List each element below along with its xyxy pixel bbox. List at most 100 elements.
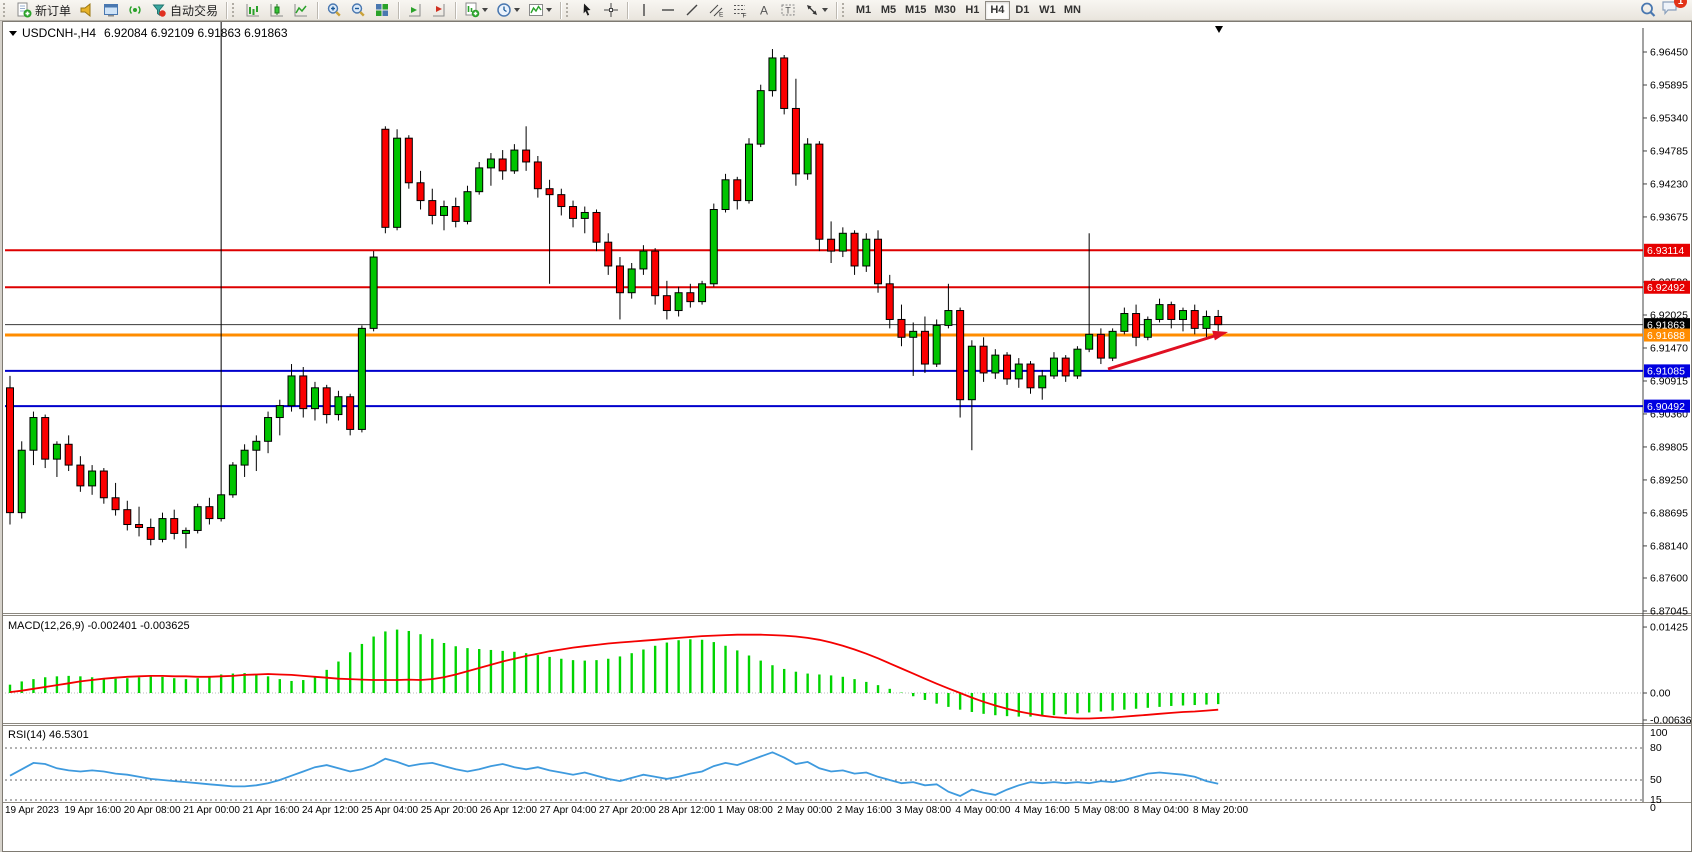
- toolbar-grip[interactable]: [842, 3, 848, 17]
- chart-shift-icon: [409, 4, 421, 17]
- crosshair-icon: [604, 3, 619, 17]
- timeframe-D1[interactable]: D1: [1010, 1, 1035, 20]
- terminal-window-button[interactable]: [99, 1, 123, 20]
- timeframe-M30[interactable]: M30: [930, 1, 959, 20]
- symbol-dropdown-icon[interactable]: [9, 30, 17, 36]
- vertical-line-tool-button[interactable]: [632, 1, 656, 20]
- horizontal-line-icon: [662, 9, 675, 11]
- new-order-button[interactable]: 新订单: [12, 1, 75, 20]
- text-label-tool-button[interactable]: T: [776, 1, 800, 20]
- price-badge-label: 6.91688: [1647, 330, 1685, 342]
- candle-up: [1038, 375, 1047, 389]
- market-watch-button[interactable]: [75, 1, 99, 20]
- price-badge-label: 6.90492: [1647, 401, 1685, 413]
- svg-text:A: A: [760, 4, 768, 18]
- profiles-button[interactable]: [492, 1, 524, 20]
- trend-arrow-head[interactable]: [1212, 330, 1228, 341]
- terminal-window-icon: [104, 4, 119, 17]
- candle-up: [275, 405, 284, 419]
- macd-signal-line: [9, 633, 1219, 720]
- chevron-down-icon[interactable]: [546, 8, 553, 12]
- candle-up: [967, 345, 976, 401]
- new-chart-button[interactable]: [460, 1, 492, 20]
- timeframe-W1[interactable]: W1: [1035, 1, 1060, 20]
- price-badge: [1644, 318, 1690, 332]
- candle-down: [299, 375, 308, 410]
- chart-shift-button[interactable]: [403, 1, 427, 20]
- pane-divider: [3, 613, 1691, 614]
- zoom-in-button[interactable]: [322, 1, 346, 20]
- fibonacci-tool-button[interactable]: F: [728, 1, 752, 20]
- chevron-down-icon[interactable]: [482, 8, 489, 12]
- candle-up: [310, 387, 319, 410]
- toolbar-grip[interactable]: [566, 3, 572, 17]
- cursor-tool-button[interactable]: [575, 1, 599, 20]
- signals-button[interactable]: [123, 1, 147, 20]
- indicators-button[interactable]: [524, 1, 556, 20]
- new-chart-icon: [465, 2, 480, 18]
- search-button[interactable]: [1635, 1, 1661, 20]
- timeframe-M1[interactable]: M1: [851, 1, 876, 20]
- toolbar-grip[interactable]: [3, 3, 9, 17]
- candle-up: [1155, 304, 1164, 320]
- candle-down: [64, 443, 73, 466]
- line-chart-icon: [294, 4, 308, 17]
- candle-down: [651, 250, 660, 297]
- candle-down: [404, 137, 413, 184]
- macd-tick-label: -0.006367: [1650, 715, 1691, 727]
- candle-up: [756, 90, 765, 145]
- chat-button[interactable]: 1: [1661, 0, 1687, 21]
- chevron-down-icon[interactable]: [514, 8, 521, 12]
- timeframe-H1[interactable]: H1: [960, 1, 985, 20]
- candle-down: [346, 396, 355, 430]
- candle-down: [205, 506, 214, 520]
- zoom-out-button[interactable]: [346, 1, 370, 20]
- toolbar-grip[interactable]: [232, 3, 238, 17]
- chart-title-overlay: USDCNH-,H4 6.92084 6.92109 6.91863 6.918…: [9, 26, 288, 40]
- auto-scroll-button[interactable]: [427, 1, 451, 20]
- candle-up: [1108, 330, 1117, 359]
- channel-tool-button[interactable]: E: [704, 1, 728, 20]
- tile-windows-button[interactable]: [370, 1, 394, 20]
- trendline-tool-button[interactable]: [680, 1, 704, 20]
- candle-down: [1061, 357, 1070, 377]
- candle-down: [956, 310, 965, 401]
- price-tick-label: 6.89805: [1650, 441, 1688, 453]
- price-tick-label: 6.91470: [1650, 342, 1688, 354]
- chevron-down-icon[interactable]: [822, 8, 829, 12]
- candle-down: [604, 241, 613, 267]
- price-badge-label: 6.92492: [1647, 282, 1685, 294]
- timeframe-H4[interactable]: H4: [984, 0, 1010, 20]
- zoom-in-icon: [327, 3, 341, 17]
- candle-up: [991, 354, 1000, 374]
- candlestick-mode-button[interactable]: [265, 1, 289, 20]
- arrows-tool-button[interactable]: [800, 1, 832, 20]
- candle-up: [29, 417, 38, 451]
- candle-up: [768, 57, 777, 92]
- candle-down: [815, 143, 824, 240]
- price-tick-label: 6.89250: [1650, 474, 1688, 486]
- time-axis-label: 28 Apr 12:00: [658, 805, 715, 816]
- rsi-tick-label: 0: [1650, 802, 1656, 814]
- chart-canvas[interactable]: 6.96450 6.95895 6.95340 6.94785 6.94230 6.936…: [3, 22, 1691, 851]
- price-badge: [1644, 364, 1690, 378]
- bar-chart-mode-button[interactable]: [241, 1, 265, 20]
- zoom-out-icon: [351, 3, 365, 17]
- auto-trading-button[interactable]: 自动交易: [147, 1, 222, 20]
- toolbar-separator: [836, 1, 838, 19]
- crosshair-tool-button[interactable]: [599, 1, 623, 20]
- timeframe-MN[interactable]: MN: [1060, 1, 1085, 20]
- candle-up: [510, 149, 519, 172]
- price-badge-label: 6.91085: [1647, 366, 1685, 378]
- timeframe-M5[interactable]: M5: [876, 1, 901, 20]
- arrows-icon: [807, 5, 818, 15]
- timeframe-M15[interactable]: M15: [901, 1, 930, 20]
- text-tool-button[interactable]: A: [752, 1, 776, 20]
- line-chart-mode-button[interactable]: [289, 1, 313, 20]
- horizontal-line-tool-button[interactable]: [656, 1, 680, 20]
- candle-up: [252, 440, 261, 451]
- tile-windows-icon: [376, 4, 389, 16]
- price-tick-label: 6.87600: [1650, 573, 1688, 585]
- candle-up: [698, 283, 707, 303]
- trend-arrow-line[interactable]: [1107, 334, 1217, 371]
